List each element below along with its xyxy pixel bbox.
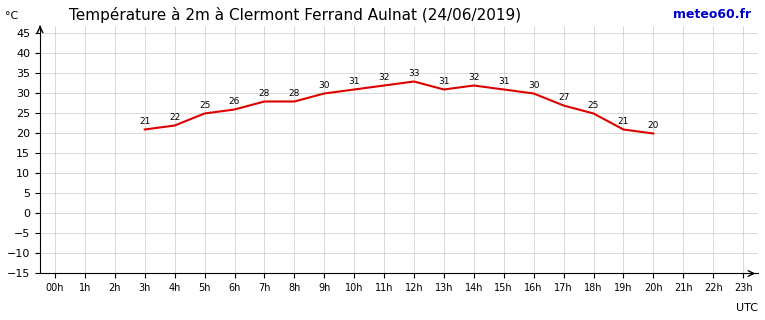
- Text: 32: 32: [379, 73, 390, 82]
- Text: Température à 2m à Clermont Ferrand Aulnat (24/06/2019): Température à 2m à Clermont Ferrand Auln…: [69, 7, 521, 23]
- Text: 28: 28: [288, 89, 300, 98]
- Text: 30: 30: [318, 81, 330, 90]
- Text: 26: 26: [229, 97, 240, 106]
- Text: 20: 20: [648, 121, 659, 130]
- Text: 33: 33: [409, 69, 420, 78]
- Text: 25: 25: [199, 101, 210, 110]
- Text: 30: 30: [528, 81, 539, 90]
- Text: 31: 31: [438, 77, 450, 86]
- Text: 31: 31: [348, 77, 360, 86]
- Text: 27: 27: [558, 93, 569, 102]
- Text: 25: 25: [588, 101, 599, 110]
- Text: 32: 32: [468, 73, 480, 82]
- Text: 21: 21: [139, 117, 151, 126]
- Y-axis label: °C: °C: [5, 11, 18, 20]
- Text: UTC: UTC: [736, 303, 758, 313]
- Text: meteo60.fr: meteo60.fr: [672, 8, 751, 20]
- Text: 21: 21: [618, 117, 629, 126]
- Text: 28: 28: [259, 89, 270, 98]
- Text: 31: 31: [498, 77, 509, 86]
- Text: 22: 22: [169, 113, 181, 122]
